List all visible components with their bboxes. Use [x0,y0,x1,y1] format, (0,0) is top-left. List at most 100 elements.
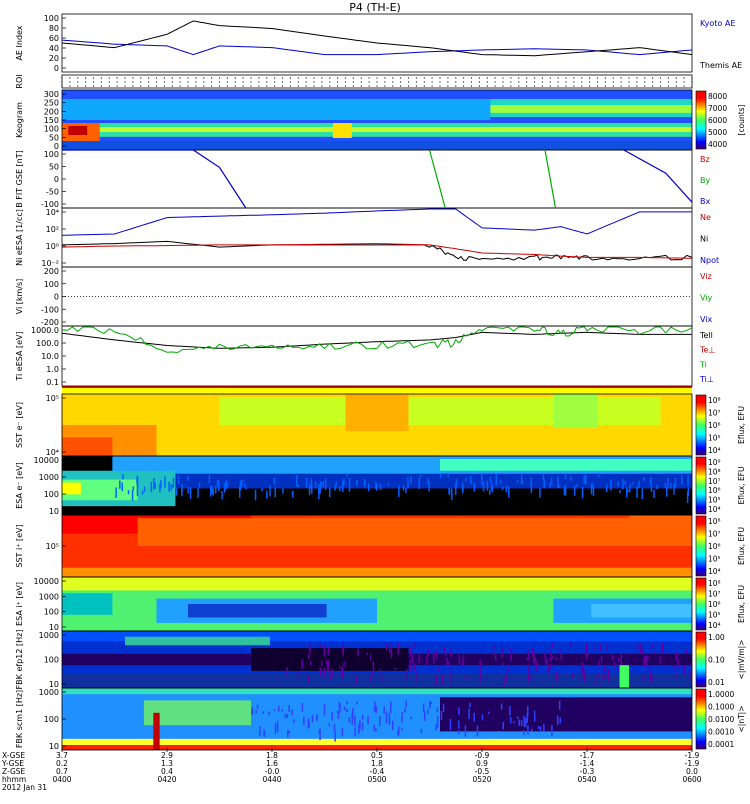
esa_e-speckle-cell [376,483,378,491]
fbk_e-speckle-cell [526,657,529,661]
temp-ylabel: Ti eESA [eV] [15,331,24,381]
fbk_e-ytick-label: 1000 [39,631,59,640]
fbk_b-speckle-cell [436,707,439,713]
esa_i-ytick-label: 10 [49,623,59,632]
roi-dot [69,85,71,87]
roi-dot [195,77,197,79]
fbk_b-speckle-cell [323,704,326,716]
fbk_b-speckle-cell [398,726,400,735]
fbk_e-speckle-cell [413,663,416,671]
density-ylabel: Ni eESA [1/cc] [15,209,24,266]
fbk_b-speckle-cell [337,709,339,714]
fbk_b-speckle-cell [404,707,406,713]
keogram-ytick-label: 0 [54,142,59,151]
esa_e-speckle-cell [667,477,669,489]
roi-dot [155,81,158,83]
fbk_b-speckle-cell [385,711,388,724]
fbk_e-speckle-cell [462,654,465,666]
fbk_e-speckle-cell [569,643,572,647]
fbk_e-speckle-cell [645,655,648,666]
esa_e-speckle-cell [606,484,608,493]
roi-dot [148,81,150,83]
fbk_b-speckle-cell [273,708,276,711]
fbk_b-speckle [251,700,561,742]
fbk_e-speckle-cell [586,645,588,648]
esa_e-speckle-cell [419,475,422,478]
esa_e-speckle-cell [564,485,567,496]
esa_e-speckle-cell [427,478,429,484]
fbk_e-speckle-cell [661,642,664,655]
roi-ylabel: ROI [15,74,24,88]
roi-dot [596,77,599,79]
roi-dot [281,85,284,87]
bfield-series-by [428,149,446,209]
fbk_e-speckle-cell [558,675,560,678]
roi-dot [148,85,150,87]
esa_e-ytick-label: 100 [44,490,59,499]
roi-dot [604,85,607,87]
fbk_e-speckle-cell [550,651,552,662]
roi-dot [116,77,118,79]
fbk_e-speckle-cell [583,671,586,682]
temp-legend-0: Tell [699,331,713,340]
fbk_e-speckle-cell [528,664,530,677]
roi-dot [620,81,622,83]
fbk_e-speckle-cell [331,668,333,676]
fbk_e-speckle-cell [366,652,368,656]
esa_e-speckle-cell [198,482,201,488]
fbk_e-speckle-cell [479,659,481,670]
fbk_b-speckle-cell [284,713,287,719]
esa_e-speckle-cell [687,475,689,486]
roi-dot [683,77,685,79]
fbk_e-speckle-cell [686,649,688,654]
fbk_b-colorbar [695,688,707,750]
roi-dot [171,81,173,83]
esa_e-speckle-cell [539,488,541,498]
roi-dot [171,77,173,79]
roi-dot [565,85,567,87]
fbk_b-speckle-cell [449,718,452,730]
esa_e-speckle-cell [375,481,377,490]
esa_e-speckle-cell [339,486,341,491]
esa_e-speckle-cell [558,484,561,488]
fbk_e-speckle-cell [651,644,653,648]
roi-dot [581,77,583,79]
esa_e-speckle-cell [164,476,166,488]
roi-dot [407,81,410,83]
esa_e-speckle-cell [342,480,344,492]
density-series-ni [61,240,693,261]
roi-dot [494,77,496,79]
fbk_e-speckle-cell [310,661,312,666]
fbk_b-colorbar-tick: 0.1000 [708,703,734,712]
esa_e-speckle-cell [322,481,324,488]
xaxis-row-label-3: hhmm [2,775,26,784]
fbk_e-speckle-cell [555,657,557,661]
roi-frame [61,74,693,89]
esa_e-speckle-cell [439,474,442,479]
roi-dot [439,77,441,79]
esa_e-speckle-cell [641,488,643,500]
fbk_b-speckle-cell [286,713,289,718]
esa_i-ytick-label: 10000 [34,577,59,586]
esa_e-speckle-cell [505,485,508,493]
roi-dot [596,81,599,83]
roi-dot [652,77,654,79]
esa_e-speckle-cell [221,491,223,500]
roi-dot [407,85,410,87]
roi-dot [234,81,236,83]
roi-dot [281,77,284,79]
esa_e-speckle-cell [585,474,587,485]
fbk_e-speckle-cell [593,646,595,650]
esa_e-ylabel: ESA e⁻ [eV] [15,462,24,509]
xaxis-x-value: 2.9 [161,751,173,760]
roi-dot [92,81,95,83]
xaxis-y-value: 1.8 [371,759,383,768]
fbk_b-speckle-cell [509,706,511,716]
fbk_e-speckle-cell [372,661,375,671]
fbk_e-speckle-cell [556,670,558,683]
fbk_e-speckle-cell [532,648,534,657]
fbk_e-speckle-cell [618,657,620,662]
roi-dot [226,81,228,83]
xaxis-t-value: 0540 [577,775,596,784]
roi-dot [242,81,244,83]
